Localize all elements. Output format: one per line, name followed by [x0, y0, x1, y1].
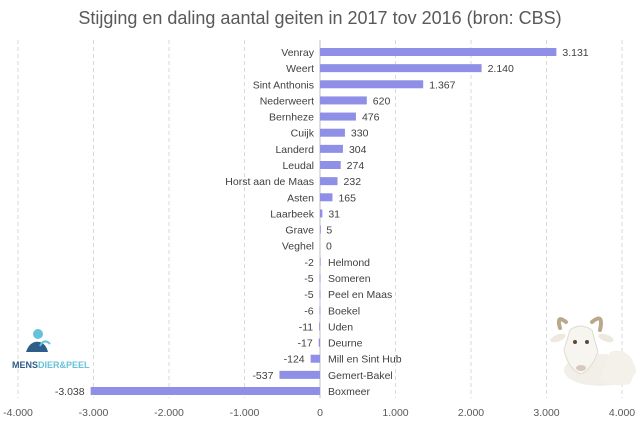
- value-label: -6: [304, 305, 313, 317]
- goat-icon: [550, 316, 636, 386]
- value-label: 274: [347, 160, 365, 172]
- bar: [320, 64, 482, 73]
- category-label: Landerd: [275, 144, 314, 156]
- category-label: Laarbeek: [270, 208, 315, 220]
- bar: [320, 144, 343, 153]
- x-axis-ticks: -4.000 -3.000 -2.000 -1.000 0 1.000 2.000 3.000…: [3, 407, 635, 419]
- value-label: -11: [299, 321, 314, 333]
- bar: [319, 306, 321, 315]
- bar: [279, 370, 320, 379]
- bars: [90, 48, 557, 395]
- value-labels: 3.131 2.140 1.367 620 476 330 304 274 232 165 31 5 0…: [55, 47, 589, 398]
- value-label: -3.038: [55, 386, 85, 398]
- value-label: -2: [305, 257, 314, 269]
- category-label: Weert: [286, 63, 314, 75]
- bar: [320, 161, 341, 169]
- bar: [320, 209, 323, 218]
- category-label: Asten: [287, 192, 314, 204]
- value-label: 476: [362, 112, 380, 124]
- category-label: Leudal: [282, 160, 314, 172]
- value-label: -17: [298, 338, 313, 350]
- value-label: -5: [304, 289, 313, 301]
- value-label: 620: [373, 95, 391, 107]
- bar: [320, 112, 356, 121]
- category-label: Bernheze: [269, 112, 314, 124]
- category-label: Veghel: [282, 241, 314, 253]
- value-label: 31: [328, 208, 340, 220]
- x-tick-label: -3.000: [79, 407, 109, 419]
- category-label: Someren: [328, 273, 371, 285]
- bar: [319, 257, 321, 266]
- value-label: 304: [349, 144, 367, 156]
- category-label: Boekel: [328, 305, 360, 317]
- gridlines: [17, 40, 623, 398]
- bar: [319, 274, 321, 282]
- value-label: 232: [344, 176, 362, 188]
- x-tick-label: 4.000: [609, 407, 635, 419]
- category-label: Grave: [285, 225, 314, 237]
- category-label: Sint Anthonis: [253, 79, 314, 91]
- x-tick-label: 1.000: [382, 407, 408, 419]
- x-tick-label: 0: [317, 407, 323, 419]
- category-label: Helmond: [328, 257, 370, 269]
- category-label: Boxmeer: [328, 386, 371, 398]
- category-label: Peel en Maas: [328, 289, 392, 301]
- value-label: -124: [284, 354, 305, 366]
- category-label: Nederweert: [260, 95, 314, 107]
- logo-figure-icon: [26, 329, 51, 352]
- value-label: 0: [326, 241, 332, 253]
- x-tick-label: 3.000: [533, 407, 559, 419]
- bar: [310, 354, 320, 363]
- value-label: 2.140: [488, 63, 514, 75]
- value-label: 1.367: [429, 79, 455, 91]
- category-label: Mill en Sint Hub: [328, 354, 402, 366]
- bar: [319, 322, 320, 331]
- value-label: 165: [338, 192, 356, 204]
- bar: [320, 225, 321, 234]
- bar: [320, 128, 345, 137]
- x-tick-label: 2.000: [458, 407, 484, 419]
- bar: [319, 290, 321, 299]
- x-tick-label: -4.000: [3, 407, 33, 419]
- bar: [320, 193, 333, 202]
- bar: [90, 387, 320, 395]
- bar: [320, 48, 557, 56]
- value-label: 3.131: [562, 47, 588, 59]
- category-label: Horst aan de Maas: [225, 176, 314, 188]
- logo-text: MENSDIER&PEEL: [12, 360, 90, 370]
- value-label: -5: [304, 273, 313, 285]
- bar: [320, 80, 424, 89]
- value-label: -537: [252, 370, 273, 382]
- value-label: 5: [326, 225, 332, 237]
- x-tick-label: -1.000: [230, 407, 260, 419]
- bar: [318, 338, 320, 347]
- category-label: Gemert-Bakel: [328, 370, 393, 382]
- value-label: 330: [351, 128, 369, 140]
- category-label: Venray: [281, 47, 314, 59]
- bar: [320, 177, 338, 186]
- category-label: Deurne: [328, 338, 363, 350]
- category-label: Cuijk: [291, 128, 315, 140]
- x-tick-label: -2.000: [154, 407, 184, 419]
- chart-title: Stijging en daling aantal geiten in 2017…: [78, 8, 561, 28]
- bar: [320, 96, 367, 105]
- category-label: Uden: [328, 321, 353, 333]
- category-labels: Venray Weert Sint Anthonis Nederweert Bernhe…: [225, 47, 401, 398]
- mensdierpeel-logo: MENSDIER&PEEL: [12, 329, 90, 370]
